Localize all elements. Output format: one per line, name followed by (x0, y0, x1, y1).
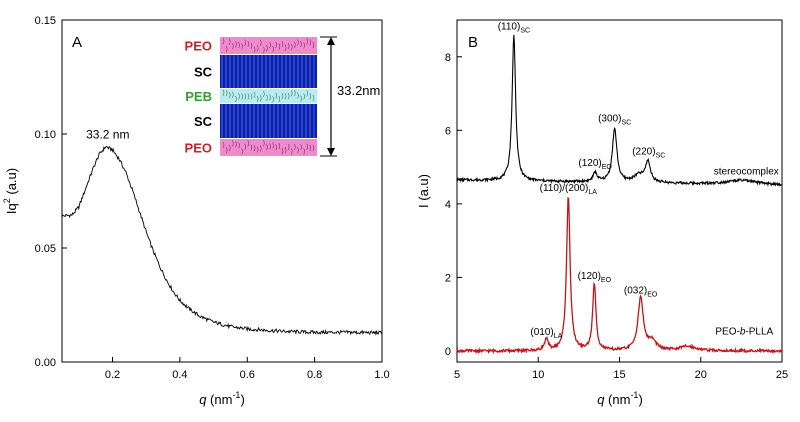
panel-b-frame (456, 19, 783, 363)
panel-b-ticks: 5 10 15 20 25 0 2 4 6 8 (445, 52, 788, 381)
peak-label: (110)SC (498, 22, 530, 35)
coil-chains (222, 89, 315, 103)
peak-label: (120)EO (578, 271, 612, 284)
dim-arrowhead-bottom (327, 148, 335, 156)
panel-a-annotations: 33.2 nm (86, 128, 129, 142)
y-tick-label: 8 (445, 52, 451, 64)
coil-chains (222, 38, 315, 53)
layer-label: PEO (185, 141, 212, 156)
series-peo-b-plla-line (456, 196, 783, 355)
panel-a-x-axis-label: q (nm-1) (199, 390, 245, 407)
series-stereocomplex-line (456, 34, 783, 188)
panel-b-series-labels: stereocomplex PEO-b-PLLA (714, 166, 779, 337)
layer-label: SC (194, 114, 213, 129)
panel-a-series (61, 145, 383, 336)
panel-a: A 0.2 0.4 0.6 0.8 1.0 0.00 0.05 0.10 0.15 33.2 n… (2, 15, 390, 407)
peak-annotation: 33.2 nm (86, 128, 129, 142)
panel-a-ticks: 0.2 0.4 0.6 0.8 1.0 0.00 0.05 0.10 0.15 (35, 15, 390, 381)
panel-a-label: A (72, 34, 82, 51)
x-tick-label: 1.0 (374, 369, 389, 381)
peb-layer (220, 89, 317, 103)
x-tick-label: 15 (613, 369, 625, 381)
series-label: stereocomplex (714, 166, 779, 177)
x-tick-label: 0.2 (105, 369, 120, 381)
peak-label: (110)/(200)LA (540, 183, 598, 196)
peak-label: (032)EO (624, 286, 658, 299)
y-tick-label: 0.15 (35, 15, 56, 27)
x-tick-label: 0.6 (240, 369, 255, 381)
x-tick-label: 0.8 (307, 369, 322, 381)
y-tick-label: 6 (445, 125, 451, 137)
panel-b-y-axis-label: I (a.u) (416, 174, 431, 208)
peak-label: (220)SC (632, 147, 665, 160)
x-tick-label: 25 (776, 369, 788, 381)
peo-layer (220, 139, 317, 156)
sc-layer (220, 104, 317, 138)
panel-b-label: B (468, 34, 478, 51)
peak-label: (010)LA (530, 327, 562, 340)
x-tick-label: 0.4 (172, 369, 187, 381)
peak-label: (120)EO (578, 158, 612, 171)
panel-b-series (456, 34, 783, 355)
saxs-curve (61, 145, 383, 336)
layer-label: SC (194, 65, 213, 80)
panel-a-frame (61, 19, 383, 363)
coil-chains (222, 140, 315, 155)
layer-label: PEO (185, 39, 212, 54)
peo-layer (220, 37, 317, 54)
x-tick-label: 20 (695, 369, 707, 381)
panel-a-y-axis-label: Iq2 (a.u) (2, 168, 19, 214)
panel-b-peak-labels: (110)SC (120)EO (300)SC (220)SC (110)/(200)L… (498, 22, 666, 340)
y-tick-label: 2 (445, 272, 451, 284)
peak-label: (300)SC (598, 114, 631, 127)
dimension-label: 33.2nm (337, 83, 380, 98)
panel-b: B 5 10 15 20 25 0 2 4 6 8 (110)SC (120)EO (300)SC (2… (416, 19, 788, 407)
layer-structure-inset: PEO SC PEB SC PEO 33.2nm (185, 36, 380, 157)
sc-layer (220, 55, 317, 88)
y-tick-label: 0.00 (35, 357, 56, 369)
y-tick-label: 0 (445, 346, 451, 358)
dim-arrowhead-top (327, 37, 335, 45)
y-tick-label: 0.10 (35, 129, 56, 141)
layer-label: PEB (185, 89, 212, 104)
x-tick-label: 10 (532, 369, 544, 381)
x-tick-label: 5 (454, 369, 460, 381)
y-tick-label: 4 (445, 199, 451, 211)
y-tick-label: 0.05 (35, 243, 56, 255)
series-label: PEO-b-PLLA (715, 326, 773, 337)
panel-b-x-axis-label: q (nm-1) (597, 390, 643, 407)
